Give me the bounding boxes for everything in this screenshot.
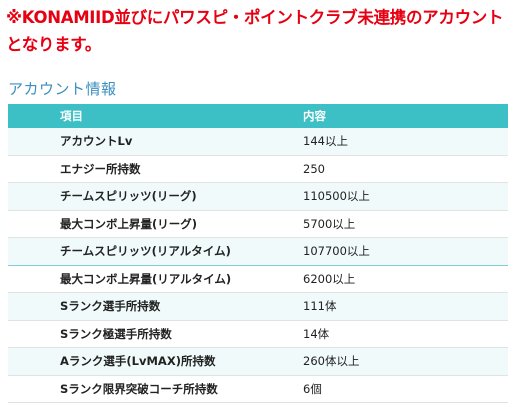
header-item: 項目: [8, 104, 273, 128]
table-row: チームスピリッツ(リアルタイム) 107700以上: [8, 237, 508, 266]
row-value: 110500以上: [273, 182, 508, 211]
row-item: アカウントLv: [8, 128, 273, 156]
row-item: Sランク限界突破コーチ所持数: [8, 375, 273, 403]
row-item: Sランク選手所持数: [8, 292, 273, 321]
notice-line-2: となります。: [6, 35, 102, 54]
row-item: Aランク選手(LvMAX)所持数: [8, 347, 273, 376]
header-value: 内容: [273, 104, 508, 128]
table-row: アカウントLv 144以上: [8, 128, 508, 156]
row-value: 111体: [273, 292, 508, 321]
row-item: チームスピリッツ(リーグ): [8, 182, 273, 211]
row-item: エナジー所持数: [8, 155, 273, 183]
table-row: Sランク選手所持数 111体: [8, 292, 508, 321]
row-item: 最大コンボ上昇量(リアルタイム): [8, 265, 273, 293]
row-value: 144以上: [273, 128, 508, 156]
row-item: 最大コンボ上昇量(リーグ): [8, 210, 273, 238]
table-row: Sランク限界突破コーチ所持数 6個: [8, 375, 508, 403]
row-value: 6200以上: [273, 265, 508, 293]
notice-text: ※KONAMIID並びにパワスピ・ポイントクラブ未連携のアカウント となります。: [6, 4, 510, 58]
row-item: チームスピリッツ(リアルタイム): [8, 237, 273, 266]
section-title: アカウント情報: [8, 80, 117, 98]
row-value: 260体以上: [273, 347, 508, 376]
row-value: 14体: [273, 320, 508, 348]
table-header-row: 項目 内容: [8, 104, 508, 128]
table-row: 最大コンボ上昇量(リーグ) 5700以上: [8, 210, 508, 238]
row-item: Sランク極選手所持数: [8, 320, 273, 348]
table-row: Aランク選手(LvMAX)所持数 260体以上: [8, 347, 508, 376]
row-value: 107700以上: [273, 237, 508, 266]
row-value: 5700以上: [273, 210, 508, 238]
table-row: Sランク極選手所持数 14体: [8, 320, 508, 348]
table-row: エナジー所持数 250: [8, 155, 508, 183]
table-row: 最大コンボ上昇量(リアルタイム) 6200以上: [8, 265, 508, 293]
row-value: 250: [273, 155, 508, 183]
notice-line-1: ※KONAMIID並びにパワスピ・ポイントクラブ未連携のアカウント: [6, 8, 504, 27]
account-info-table: 項目 内容 アカウントLv 144以上 エナジー所持数 250 チームスピリッツ…: [8, 104, 508, 403]
table-row: チームスピリッツ(リーグ) 110500以上: [8, 182, 508, 211]
row-value: 6個: [273, 375, 508, 403]
